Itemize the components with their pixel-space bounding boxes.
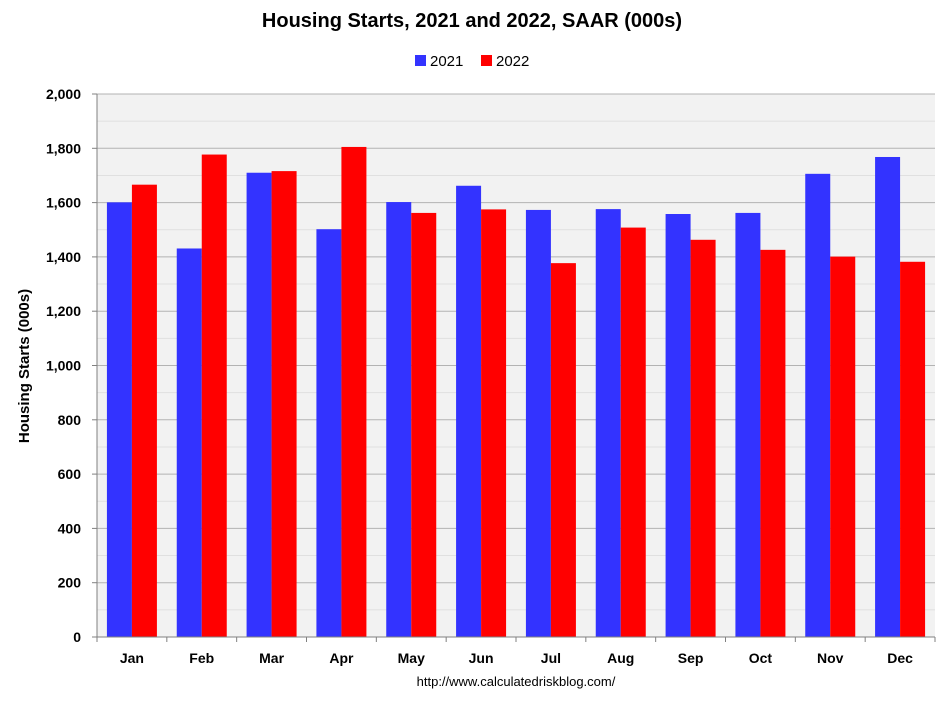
bar-2021-apr (316, 229, 342, 637)
source-annotation: http://www.calculatedriskblog.com/ (417, 674, 616, 689)
bar-2022-feb (201, 154, 227, 637)
x-tick-label: Nov (817, 650, 844, 666)
bar-2021-jan (106, 202, 132, 638)
bar-2021-jun (456, 185, 482, 637)
y-tick-label: 1,400 (46, 249, 81, 265)
gridlines (97, 93, 935, 611)
y-tick-label: 600 (58, 466, 82, 482)
x-tick-label: Oct (749, 650, 773, 666)
legend-label-2021: 2021 (430, 53, 463, 70)
x-tick-label: May (398, 650, 425, 666)
y-tick-label: 1,000 (46, 358, 81, 374)
legend-swatch-2022 (481, 55, 492, 66)
bar-2022-oct (760, 249, 786, 637)
bar-2021-feb (176, 248, 202, 637)
bar-2021-sep (665, 214, 691, 638)
y-tick-label: 0 (73, 629, 81, 645)
x-tick-label: Jun (469, 650, 494, 666)
legend: 2021 2022 (415, 53, 529, 70)
y-tick-label: 2,000 (46, 86, 81, 102)
bar-2021-nov (805, 173, 831, 638)
bars (106, 146, 926, 638)
bar-2021-mar (246, 172, 272, 638)
legend-label-2022: 2022 (496, 53, 529, 70)
y-axis-label: Housing Starts (000s) (16, 289, 33, 443)
x-tick-label: Jul (541, 650, 561, 666)
bar-2022-apr (341, 146, 367, 637)
bar-2021-jul (525, 209, 551, 638)
bar-2022-sep (690, 239, 716, 637)
bar-2022-mar (271, 171, 297, 637)
y-tick-labels: 0 200 400 600 800 1,000 1,200 1,400 1,600 1,800 2,… (46, 86, 81, 645)
y-tick-label: 1,200 (46, 303, 81, 319)
bar-2022-dec (900, 261, 926, 637)
bar-2022-nov (830, 256, 856, 637)
bar-2022-jul (550, 263, 576, 637)
bar-2021-oct (735, 212, 761, 638)
chart-title: Housing Starts, 2021 and 2022, SAAR (000… (262, 10, 682, 32)
bar-2022-jan (131, 184, 157, 637)
x-tick-label: Feb (189, 650, 214, 666)
bar-2021-aug (595, 209, 621, 637)
x-tick-label: Aug (607, 650, 634, 666)
legend-swatch-2021 (415, 55, 426, 66)
y-tick-label: 400 (58, 520, 82, 536)
y-tick-label: 1,600 (46, 195, 81, 211)
bar-2022-jun (481, 209, 507, 637)
y-tick-label: 200 (58, 575, 82, 591)
bar-2021-may (386, 202, 412, 637)
axes (92, 93, 936, 642)
x-tick-label: Apr (329, 650, 354, 666)
y-tick-label: 1,800 (46, 140, 81, 156)
x-tick-label: Mar (259, 650, 284, 666)
x-tick-label: Dec (887, 650, 913, 666)
x-tick-label: Sep (678, 650, 704, 666)
bar-2021-dec (875, 156, 901, 637)
bar-2022-aug (620, 227, 646, 637)
x-tick-labels: Jan Feb Mar Apr May Jun Jul Aug Sep Oct Nov Dec (120, 650, 913, 666)
bar-2022-may (411, 212, 437, 638)
y-tick-label: 800 (58, 412, 82, 428)
x-tick-label: Jan (120, 650, 144, 666)
